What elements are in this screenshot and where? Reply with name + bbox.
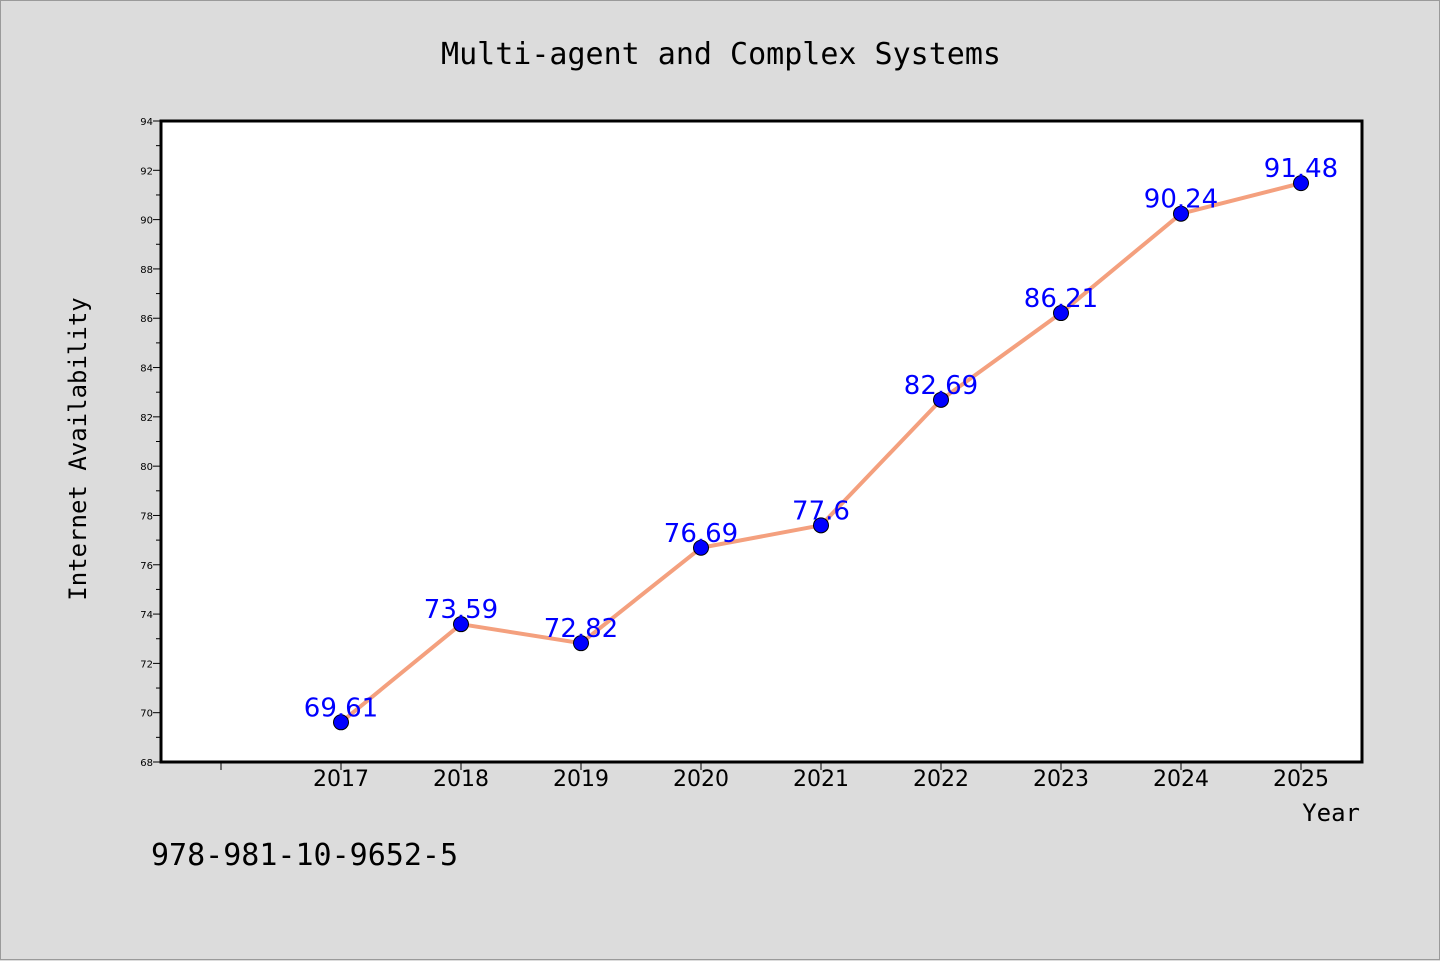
x-tick-label: 2021 [793, 767, 849, 792]
x-tick-label: 2022 [913, 767, 969, 792]
y-tick-label: 74 [140, 610, 153, 621]
y-tick-label: 86 [140, 314, 153, 325]
data-point [1053, 305, 1069, 322]
data-point [573, 635, 589, 652]
x-tick-label: 2023 [1033, 767, 1089, 792]
y-axis-label: Internet Availability [64, 297, 92, 600]
y-tick-label: 88 [140, 265, 153, 276]
data-point [933, 391, 949, 408]
data-point [1173, 205, 1189, 222]
x-tick-label: 2018 [433, 767, 489, 792]
data-label: 91.48 [1264, 154, 1338, 184]
y-tick-label: 72 [140, 659, 153, 670]
series-markers [333, 175, 1309, 731]
x-tick-label: 2019 [553, 767, 609, 792]
y-tick-label: 84 [140, 364, 153, 375]
y-tick-label: 70 [140, 709, 153, 720]
isbn-label: 978-981-10-9652-5 [151, 838, 458, 873]
x-tick-label: 2025 [1273, 767, 1329, 792]
x-axis-label: Year [1302, 799, 1360, 827]
data-point [1293, 175, 1309, 192]
x-tick-label: 2017 [313, 767, 369, 792]
y-tick-label: 90 [140, 216, 153, 227]
chart-title: Multi-agent and Complex Systems [441, 37, 1001, 72]
data-label: 73.59 [424, 595, 498, 625]
y-tick-label: 82 [140, 413, 153, 424]
data-label: 76.69 [664, 519, 738, 549]
data-point [453, 616, 469, 633]
data-label: 82.69 [904, 371, 978, 401]
y-tick-label: 80 [140, 462, 153, 473]
y-tick-label: 92 [140, 166, 153, 177]
data-point [813, 517, 829, 534]
y-tick-label: 76 [140, 561, 153, 572]
data-label: 86.21 [1024, 284, 1098, 314]
y-axis: 68 70 72 74 76 78 80 82 84 86 88 90 92 94 [140, 117, 161, 769]
x-axis: 2017 2018 2019 2020 2021 2022 2023 2024 2025 [220, 762, 1329, 792]
data-label: 90.24 [1144, 185, 1218, 215]
y-tick-label: 94 [140, 117, 153, 128]
data-point [333, 714, 349, 731]
y-tick-label: 68 [140, 758, 153, 769]
x-tick-label: 2024 [1153, 767, 1209, 792]
data-label: 69.61 [304, 693, 378, 723]
data-labels: 69.61 73.59 72.82 76.69 77.6 82.69 86.21 90.24 9… [304, 154, 1338, 723]
data-label: 72.82 [544, 614, 618, 644]
data-point [693, 539, 709, 556]
y-tick-label: 78 [140, 511, 153, 522]
x-tick-label: 2020 [673, 767, 729, 792]
data-label: 77.6 [792, 496, 850, 526]
